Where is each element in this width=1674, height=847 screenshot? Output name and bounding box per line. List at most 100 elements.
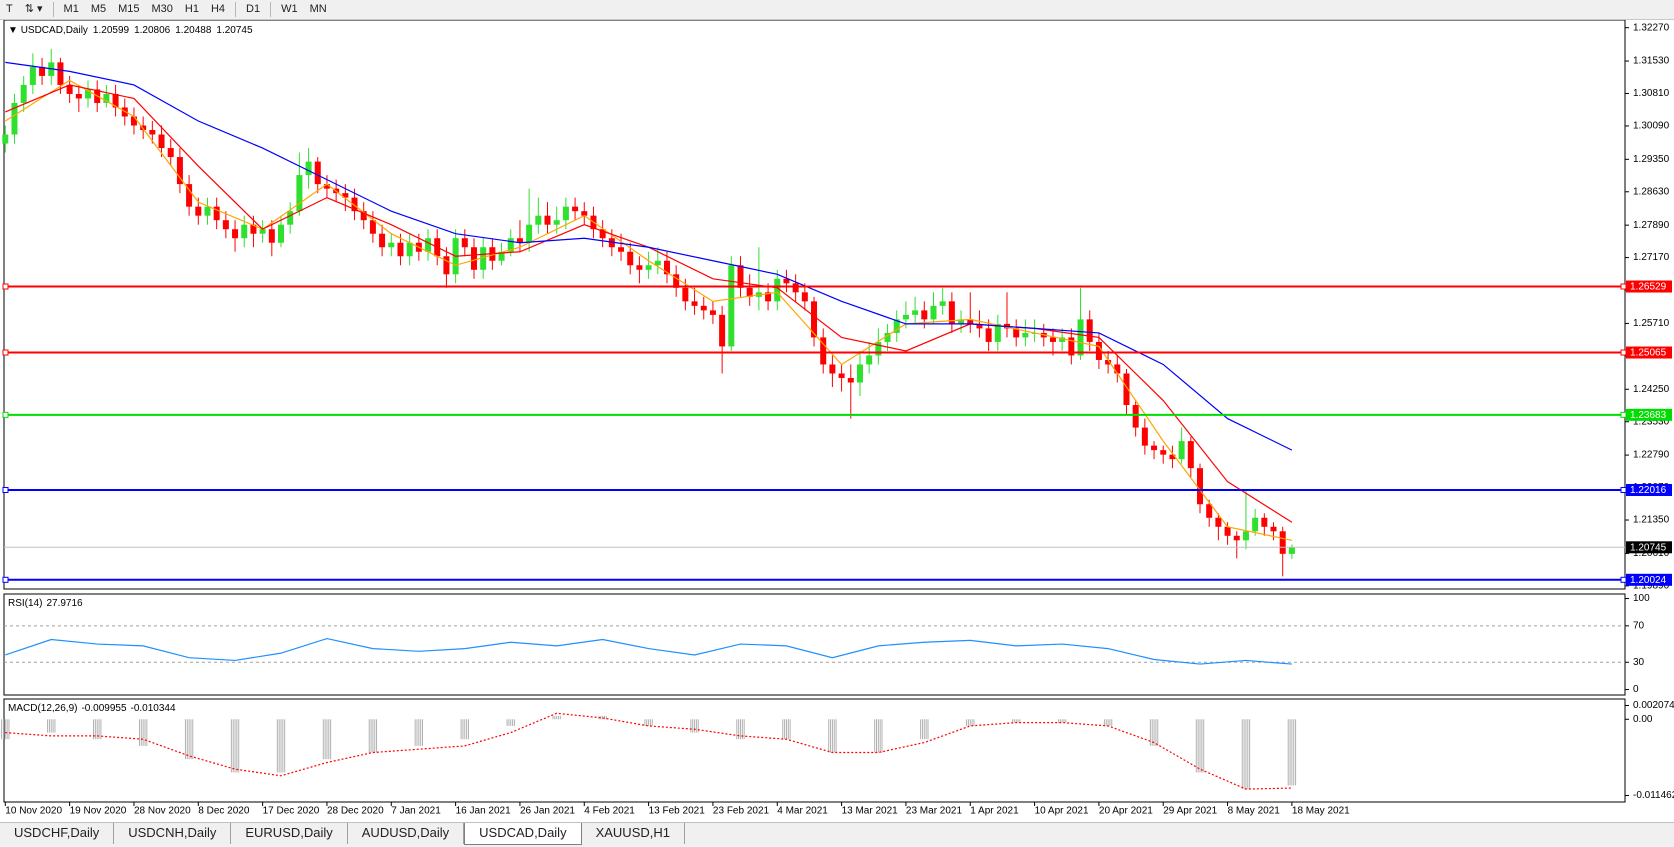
level-handle — [2, 283, 9, 290]
candle-body — [654, 260, 661, 266]
level-handle — [2, 411, 9, 418]
timeframe-button[interactable]: H4 — [210, 3, 226, 15]
candle-body — [470, 247, 477, 270]
y-tick-label: 1.28630 — [1633, 186, 1670, 197]
timeframe-button[interactable]: D1 — [246, 3, 261, 15]
candle-body — [1068, 337, 1075, 356]
timeframe-button[interactable]: MN — [309, 3, 327, 15]
pane-title: ▼ USDCAD,Daily 1.20599 1.20806 1.20488 1.207… — [8, 25, 253, 36]
candle-body — [406, 242, 413, 257]
candle-body — [691, 301, 698, 306]
price-tag — [1626, 541, 1672, 554]
candle-body — [958, 319, 965, 324]
tool-icon[interactable]: ⇅ ▾ — [24, 3, 43, 15]
tool-icon[interactable]: T — [6, 3, 13, 15]
candle-body — [75, 93, 82, 99]
level-handle — [1620, 576, 1627, 583]
candle-body — [875, 341, 882, 356]
candle-body — [20, 84, 27, 103]
candle-body — [1270, 526, 1277, 532]
candle-body — [829, 364, 836, 374]
x-tick-label: 7 Jan 2021 — [391, 806, 441, 817]
candle-body — [305, 161, 312, 176]
symbol-tab[interactable]: EURUSD,Daily — [231, 823, 348, 844]
y-tick-label: 1.29350 — [1633, 154, 1670, 165]
candle-body — [195, 206, 202, 216]
candle-body — [213, 206, 220, 221]
candle-body — [719, 314, 726, 347]
x-tick-label: 10 Nov 2020 — [5, 806, 62, 817]
candle-body — [314, 161, 321, 185]
indicator-value: -0.010344 — [131, 703, 176, 714]
y-tick-label: 0.00 — [1633, 714, 1653, 725]
candle-body — [241, 224, 248, 239]
level-tag — [1626, 280, 1672, 293]
symbol-tab[interactable]: AUDUSD,Daily — [348, 823, 465, 844]
level-handle — [1620, 486, 1627, 493]
level-tag-label: 1.25065 — [1630, 348, 1667, 359]
y-tick-label: 1.31530 — [1633, 56, 1670, 67]
candle-body — [1151, 445, 1158, 451]
candle-body — [645, 265, 652, 270]
candle-body — [1252, 517, 1259, 532]
candle-body — [176, 157, 183, 185]
candle-body — [397, 242, 404, 257]
candle-body — [976, 323, 983, 329]
candle-body — [774, 278, 781, 302]
candle-body — [360, 211, 367, 221]
candle-body — [379, 233, 386, 248]
timeframe-button[interactable]: M30 — [151, 3, 173, 15]
symbol-tab[interactable]: USDCAD,Daily — [464, 823, 582, 845]
level-tag-label: 1.22016 — [1630, 485, 1667, 496]
moving-average — [4, 79, 1293, 541]
collapse-arrow: ▼ — [8, 25, 21, 36]
candle-body — [765, 292, 772, 302]
y-tick-label: 1.25710 — [1633, 318, 1670, 329]
candle-body — [498, 251, 505, 261]
candle-body — [709, 310, 716, 315]
candle-body — [939, 301, 946, 306]
candle-body — [599, 229, 606, 239]
y-tick-label: 1.22790 — [1633, 450, 1670, 461]
pane-title: MACD(12,26,9) -0.009955 -0.010344 — [8, 703, 176, 714]
y-tick-label: 1.24250 — [1633, 384, 1670, 395]
pane-frame — [3, 593, 1626, 696]
candle-body — [1242, 531, 1249, 541]
candle-body — [783, 278, 790, 284]
candle-body — [1095, 341, 1102, 360]
level-handle — [2, 486, 9, 493]
candle-body — [728, 265, 735, 347]
timeframe-button[interactable]: M1 — [63, 3, 79, 15]
candle-body — [222, 220, 229, 230]
timeframe-button[interactable]: W1 — [281, 3, 298, 15]
candle-body — [838, 373, 845, 378]
candle-body — [1077, 319, 1084, 356]
candle-body — [866, 355, 873, 365]
candle-body — [232, 229, 239, 239]
candle-body — [636, 265, 643, 270]
candle-body — [627, 251, 634, 266]
candle-body — [994, 323, 1001, 342]
y-tick-label: 1.32270 — [1633, 22, 1670, 33]
candle-body — [1224, 526, 1231, 536]
candle-body — [1197, 468, 1203, 505]
candle-body — [884, 332, 891, 342]
timeframe-button[interactable]: H1 — [184, 3, 199, 15]
symbol-tab[interactable]: USDCNH,Daily — [114, 823, 232, 844]
symbol-tab[interactable]: XAUUSD,H1 — [582, 823, 685, 844]
x-tick-label: 16 Jan 2021 — [456, 806, 511, 817]
timeframe-button[interactable]: M5 — [90, 3, 107, 15]
price-tag-label: 1.20745 — [1630, 542, 1667, 553]
candle-body — [1022, 332, 1029, 338]
x-tick-label: 1 Apr 2021 — [970, 806, 1019, 817]
candle-body — [287, 211, 294, 225]
symbol-tab[interactable]: USDCHF,Daily — [0, 823, 115, 844]
timeframe-button[interactable]: M15 — [118, 3, 140, 15]
x-tick-label: 13 Mar 2021 — [842, 806, 899, 817]
candle-body — [801, 292, 808, 302]
level-handle — [2, 349, 9, 356]
candle-body — [902, 314, 909, 320]
y-tick-label: 1.21350 — [1633, 515, 1670, 526]
x-tick-label: 8 May 2021 — [1228, 806, 1281, 817]
